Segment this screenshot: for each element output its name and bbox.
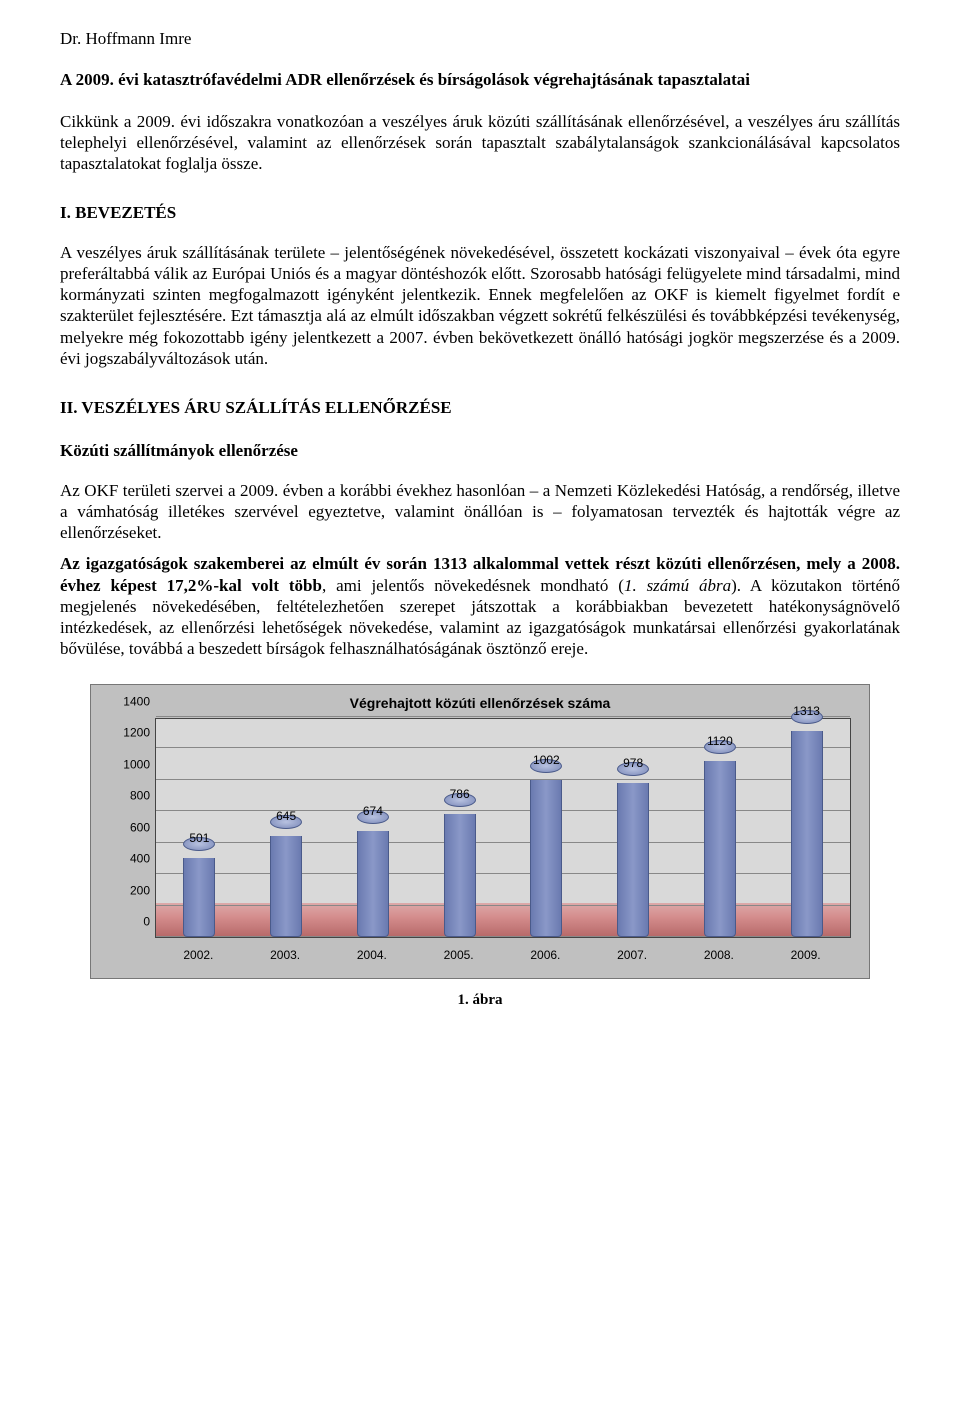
- chart-x-category: 2007.: [617, 948, 647, 963]
- chart-x-category: 2008.: [704, 948, 734, 963]
- chart-bar-body: [704, 761, 736, 937]
- chart-bar-value-label: 501: [169, 831, 229, 846]
- chart-bar-value-label: 1002: [516, 753, 576, 768]
- chart-x-axis: 2002. 2003. 2004. 2005. 2006. 2007. 2008. 2009.: [155, 948, 851, 970]
- chart-bars-layer: 501645674786100297811201313: [156, 719, 850, 937]
- chart-ytick: 600: [104, 820, 150, 835]
- chart-ytick: 800: [104, 789, 150, 804]
- chart-bar-value-label: 1313: [777, 704, 837, 719]
- chart-ytick: 1000: [104, 757, 150, 772]
- intro-paragraph: Cikkünk a 2009. évi időszakra vonatkozóa…: [60, 111, 900, 175]
- chart-bar-value-label: 674: [343, 804, 403, 819]
- section-1-heading: I. BEVEZETÉS: [60, 202, 900, 223]
- chart-bar-value-label: 978: [603, 756, 663, 771]
- chart-x-category: 2006.: [530, 948, 560, 963]
- author-name: Dr. Hoffmann Imre: [60, 28, 900, 49]
- chart-bar-body: [444, 814, 476, 938]
- chart-ytick: 400: [104, 852, 150, 867]
- chart-x-category: 2009.: [791, 948, 821, 963]
- chart-bar-body: [530, 780, 562, 937]
- chart-title: Végrehajtott közúti ellenőrzések száma: [91, 685, 869, 719]
- chart-bar-body: [270, 836, 302, 937]
- chart-ytick: 1200: [104, 726, 150, 741]
- section-1-paragraph: A veszélyes áruk szállításának területe …: [60, 242, 900, 370]
- chart-bar-value-label: 645: [256, 809, 316, 824]
- chart-ytick: 0: [104, 915, 150, 930]
- chart-x-category: 2002.: [183, 948, 213, 963]
- subsection-heading: Közúti szállítmányok ellenőrzése: [60, 440, 900, 461]
- chart-bar-body: [357, 831, 389, 937]
- tail-text-1: , ami jelentős növekedésnek mondható (: [322, 576, 624, 595]
- chart-bar-value-label: 786: [430, 787, 490, 802]
- document-title: A 2009. évi katasztrófavédelmi ADR ellen…: [60, 69, 900, 90]
- chart-x-category: 2005.: [444, 948, 474, 963]
- section-2-paragraph-1: Az OKF területi szervei a 2009. évben a …: [60, 480, 900, 544]
- chart-bar-value-label: 1120: [690, 734, 750, 749]
- chart-x-category: 2003.: [270, 948, 300, 963]
- section-2-heading: II. VESZÉLYES ÁRU SZÁLLÍTÁS ELLENŐRZÉSE: [60, 397, 900, 418]
- chart-ytick: 200: [104, 883, 150, 898]
- chart-gridline: [156, 716, 850, 717]
- figure-caption: 1. ábra: [60, 991, 900, 1010]
- section-2-paragraph-2: Az igazgatóságok szakemberei az elmúlt é…: [60, 553, 900, 659]
- chart-bar-body: [183, 858, 215, 937]
- chart-bar-body: [617, 783, 649, 937]
- bar-chart-container: Végrehajtott közúti ellenőrzések száma 5…: [90, 684, 870, 980]
- chart-ytick: 1400: [104, 695, 150, 710]
- chart-x-category: 2004.: [357, 948, 387, 963]
- chart-plot-area: 501645674786100297811201313 200400600800…: [155, 718, 851, 938]
- chart-bar-body: [791, 731, 823, 937]
- figure-reference: 1. számú ábra: [624, 576, 731, 595]
